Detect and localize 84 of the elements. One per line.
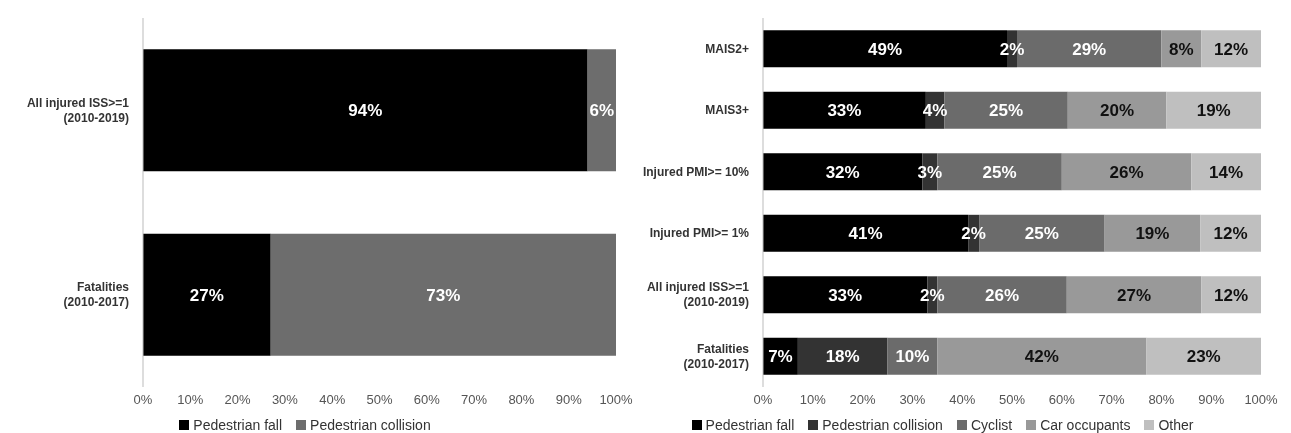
bar [143, 49, 588, 172]
text: 32% [825, 162, 860, 182]
text: 18% [825, 347, 860, 367]
x-tick-label: 60% [413, 392, 441, 408]
text: 8% [1169, 39, 1194, 59]
text: 23% [1186, 347, 1221, 367]
text: 42% [1024, 347, 1059, 367]
text: 14% [1209, 162, 1244, 182]
text: 2% [920, 285, 945, 305]
text: 94% [348, 101, 383, 121]
text: 10% [895, 347, 930, 367]
text: 29% [1072, 39, 1107, 59]
x-tick-label: 50% [998, 392, 1026, 408]
x-tick-label: 100% [599, 392, 634, 408]
y-tick-label: MAIS2+ [705, 41, 749, 56]
y-tick-label: All injured ISS>=1 (2010-2019) [26, 95, 130, 125]
legend-label: Other [1157, 417, 1194, 433]
y-tick-label: Fatalities (2010-2017) [63, 280, 130, 310]
text: 12% [1214, 39, 1249, 59]
text: 20% [1100, 101, 1135, 121]
bar [587, 49, 616, 172]
y-tick-label: Injured PMI>= 1% [649, 226, 750, 241]
x-tick-label: 40% [319, 392, 346, 408]
text: 2% [961, 224, 986, 244]
bar [1166, 91, 1261, 129]
text: 27% [189, 285, 224, 305]
text: 19% [1196, 101, 1231, 121]
text: 41% [848, 224, 883, 244]
text: 12% [1214, 285, 1249, 305]
y-tick-label: All injured ISS>=1 (2010-2019) [646, 280, 750, 310]
x-tick-label: 80% [1148, 392, 1175, 408]
bar [1066, 276, 1202, 314]
bar [143, 233, 271, 356]
text: 19% [1135, 224, 1170, 244]
text: 25% [982, 162, 1017, 182]
bar [937, 337, 1147, 375]
x-tick-label: 30% [271, 392, 299, 408]
text: 73% [426, 285, 461, 305]
bar [270, 233, 616, 356]
x-tick-label: 20% [224, 392, 252, 408]
legend-label: Cyclist [969, 417, 1013, 433]
bar [1061, 153, 1192, 191]
x-tick-label: 10% [799, 392, 827, 408]
text: 25% [1024, 224, 1059, 244]
x-tick-label: 40% [949, 392, 976, 408]
text: 2% [999, 39, 1025, 59]
legend-label: Car occupants [1039, 417, 1131, 433]
text: 26% [985, 285, 1020, 305]
x-tick-label: 0% [133, 392, 153, 408]
text: 33% [828, 285, 863, 305]
x-tick-label: 80% [508, 392, 535, 408]
text: 12% [1213, 224, 1248, 244]
x-tick-label: 30% [899, 392, 926, 408]
x-tick-label: 60% [1048, 392, 1076, 408]
bar [1067, 91, 1167, 129]
text: 3% [917, 162, 943, 182]
bar [1191, 153, 1261, 191]
bar [797, 337, 888, 375]
text: 6% [589, 101, 615, 121]
text: 26% [1109, 162, 1144, 182]
text: 25% [989, 101, 1024, 121]
text: 49% [867, 39, 903, 59]
legend-label: Pedestrian collision [309, 417, 431, 433]
bar [1146, 337, 1261, 375]
text: 4% [922, 101, 948, 121]
legend-label: Pedestrian fall [704, 417, 795, 433]
x-tick-label: 10% [177, 392, 204, 408]
x-tick-label: 0% [753, 392, 773, 408]
x-tick-label: 90% [1198, 392, 1225, 408]
legend-label: Pedestrian collision [821, 417, 943, 433]
y-tick-label: Fatalities (2010-2017) [683, 341, 750, 371]
bar [1104, 214, 1201, 252]
text: 7% [768, 347, 793, 367]
x-tick-label: 50% [366, 392, 393, 408]
x-tick-label: 20% [849, 392, 877, 408]
y-tick-label: MAIS3+ [705, 103, 749, 118]
text: 27% [1116, 285, 1152, 305]
x-tick-label: 90% [555, 392, 583, 408]
text: 33% [827, 101, 862, 121]
legend-label: Pedestrian fall [192, 417, 283, 433]
x-tick-label: 70% [1098, 392, 1126, 408]
x-tick-label: 70% [461, 392, 488, 408]
y-tick-label: Injured PMI>= 10% [642, 164, 750, 179]
x-tick-label: 100% [1244, 392, 1279, 408]
